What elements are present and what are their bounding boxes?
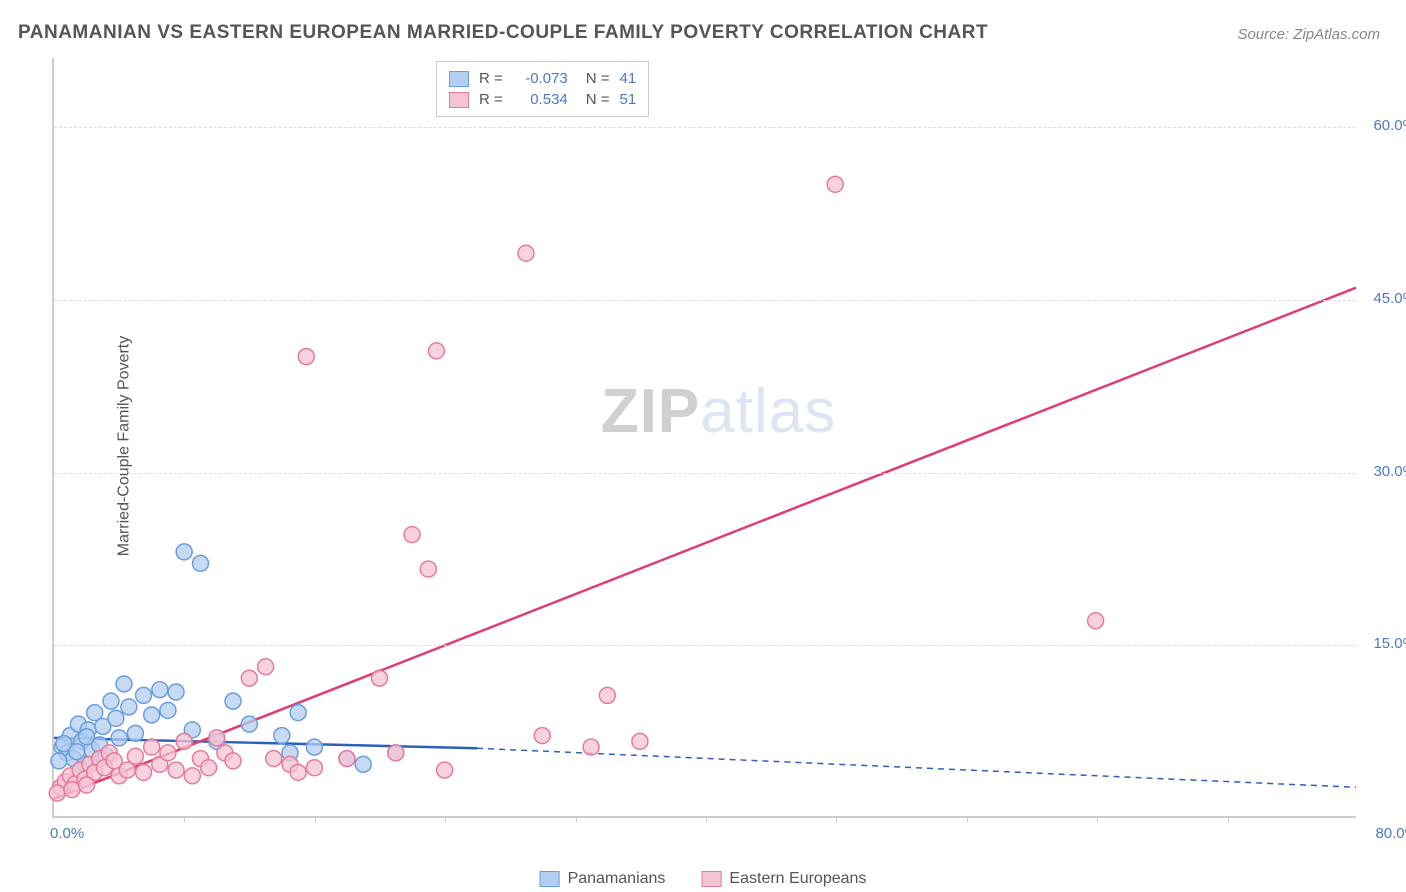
data-point [144,707,160,723]
data-point [1088,613,1104,629]
series-legend-item: Panamanians [540,870,666,888]
data-point [534,728,550,744]
data-point [827,176,843,192]
data-point [241,716,257,732]
data-point [518,245,534,261]
data-point [136,687,152,703]
data-point [274,728,290,744]
x-tick-mark [445,816,446,822]
data-point [168,762,184,778]
data-point [144,739,160,755]
data-point [209,730,225,746]
data-point [290,764,306,780]
correlation-legend-row: R =-0.073 N =41 [449,68,636,89]
correlation-legend: R =-0.073 N =41 R =0.534 N =51 [436,61,649,117]
legend-swatch [449,71,469,87]
gridline [54,645,1356,646]
data-point [437,762,453,778]
trend-line-dashed [477,748,1356,787]
data-point [64,782,80,798]
x-tick-mark [967,816,968,822]
legend-swatch [701,871,721,887]
data-point [51,753,67,769]
correlation-legend-row: R =0.534 N =51 [449,89,636,110]
data-point [184,768,200,784]
data-point [127,725,143,741]
data-point [258,659,274,675]
x-tick-mark [706,816,707,822]
legend-swatch [449,92,469,108]
x-tick-mark [315,816,316,822]
series-legend-item: Eastern Europeans [701,870,866,888]
data-point [599,687,615,703]
x-tick-mark [1097,816,1098,822]
y-tick-label: 45.0% [1361,290,1406,307]
x-tick-mark [836,816,837,822]
data-point [632,733,648,749]
data-point [160,745,176,761]
data-point [127,748,143,764]
data-point [79,777,95,793]
chart-title: PANAMANIAN VS EASTERN EUROPEAN MARRIED-C… [18,22,988,44]
data-point [355,756,371,772]
data-point [404,527,420,543]
data-point [136,764,152,780]
x-axis-min-label: 0.0% [50,825,84,842]
data-point [583,739,599,755]
data-point [201,760,217,776]
gridline [54,300,1356,301]
data-point [241,670,257,686]
data-point [168,684,184,700]
data-point [225,753,241,769]
data-point [176,544,192,560]
data-point [266,751,282,767]
x-tick-mark [1228,816,1229,822]
x-tick-mark [184,816,185,822]
series-legend: Panamanians Eastern Europeans [540,870,867,888]
data-point [306,760,322,776]
data-point [108,710,124,726]
data-point [79,729,95,745]
gridline [54,473,1356,474]
data-point [121,699,137,715]
data-point [49,785,65,801]
legend-swatch [540,871,560,887]
plot-svg [54,58,1356,816]
data-point [192,555,208,571]
source-label: Source: ZipAtlas.com [1237,26,1380,43]
data-point [103,693,119,709]
data-point [339,751,355,767]
data-point [176,733,192,749]
data-point [298,349,314,365]
x-axis-max-label: 80.0% [1375,825,1406,842]
data-point [420,561,436,577]
data-point [372,670,388,686]
gridline [54,127,1356,128]
data-point [225,693,241,709]
plot-area: ZIPatlas R =-0.073 N =41 R =0.534 N =51 … [52,58,1356,818]
x-tick-mark [576,816,577,822]
y-tick-label: 30.0% [1361,463,1406,480]
y-tick-label: 60.0% [1361,117,1406,134]
data-point [69,744,85,760]
data-point [111,730,127,746]
data-point [306,739,322,755]
data-point [160,702,176,718]
chart-container: PANAMANIAN VS EASTERN EUROPEAN MARRIED-C… [0,0,1406,892]
data-point [290,705,306,721]
data-point [116,676,132,692]
data-point [388,745,404,761]
y-tick-label: 15.0% [1361,635,1406,652]
data-point [152,682,168,698]
data-point [428,343,444,359]
